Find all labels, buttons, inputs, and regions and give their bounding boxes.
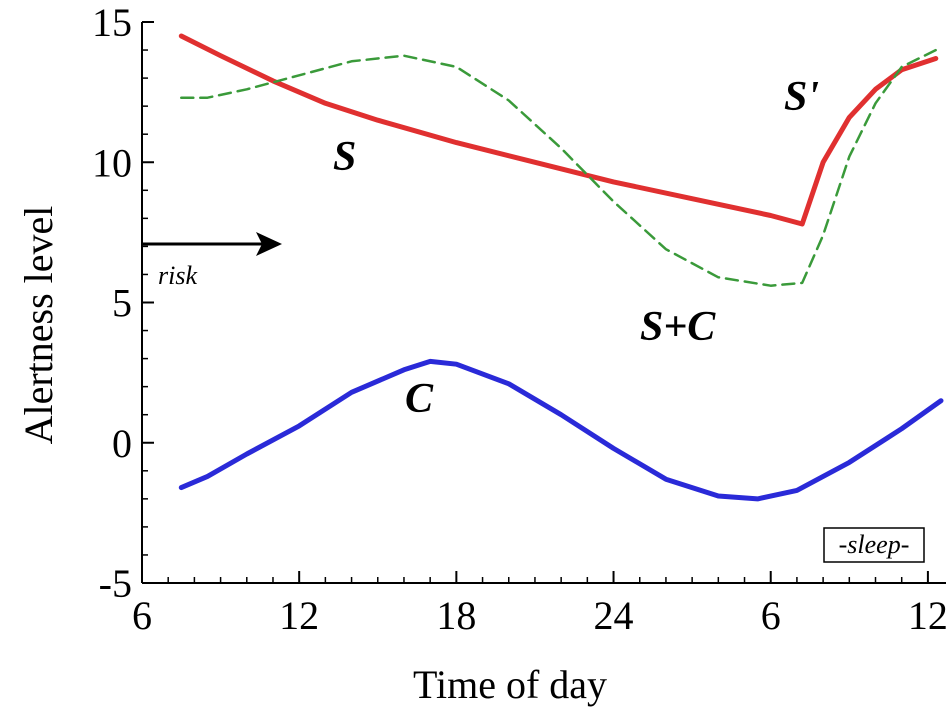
y-tick-label: 5 [112, 281, 132, 326]
series-layer [178, 33, 944, 502]
y-tick-label: -5 [99, 561, 132, 606]
series-line-s [178, 33, 939, 227]
s-prime-label: S' [784, 74, 819, 120]
c-curve-label: C [405, 376, 434, 422]
x-tick-label: 12 [908, 593, 948, 638]
x-tick-label: 18 [436, 593, 476, 638]
y-axis-ticks [142, 21, 154, 584]
y-axis-title: Alertness level [16, 206, 61, 445]
y-tick-labels: -5 0 5 10 15 [92, 0, 132, 606]
x-axis-ticks [141, 571, 929, 583]
series-line-c [178, 358, 944, 502]
x-tick-label: 12 [279, 593, 319, 638]
x-tick-labels: 6 12 18 24 6 12 [132, 593, 948, 638]
risk-arrow-head-icon [256, 232, 282, 256]
series-line-s-c [180, 48, 938, 287]
y-tick-label: 10 [92, 140, 132, 185]
x-tick-label: 24 [594, 593, 634, 638]
risk-label: risk [158, 261, 197, 290]
x-tick-label: 6 [761, 593, 781, 638]
y-tick-label: 15 [92, 0, 132, 45]
sleep-box [823, 527, 925, 563]
y-tick-label: 0 [112, 421, 132, 466]
x-axis-title: Time of day [413, 662, 607, 707]
s-plus-c-label: S+C [640, 304, 716, 350]
x-tick-label: 6 [132, 593, 152, 638]
s-curve-label: S [333, 134, 356, 180]
sleep-label: -sleep- [839, 530, 910, 559]
